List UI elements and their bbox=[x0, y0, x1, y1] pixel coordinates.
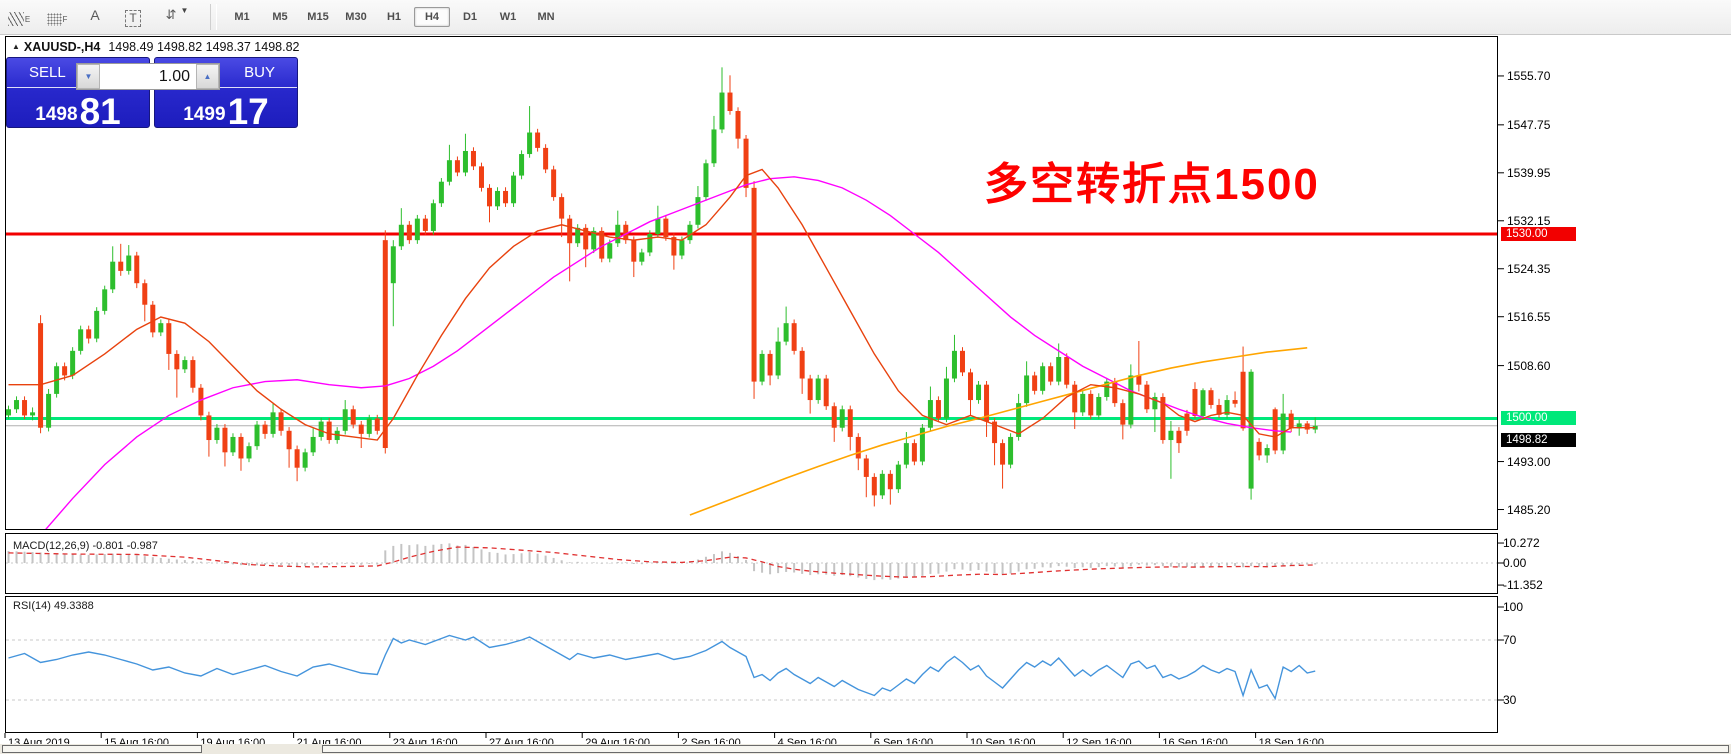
line-studies-sub: E bbox=[24, 15, 31, 24]
tf-button-H1[interactable]: H1 bbox=[386, 11, 402, 23]
price-axis-label: 1555.70 bbox=[1507, 68, 1551, 83]
one-click-trading-panel: SELL 1498 81 BUY 1499 17 ▼ ▲ bbox=[6, 57, 298, 131]
tf-button-M5[interactable]: M5 bbox=[272, 11, 288, 23]
price-axis-label: 1524.35 bbox=[1507, 261, 1551, 276]
price-axis-label: 1516.55 bbox=[1507, 309, 1551, 324]
candles-layer bbox=[6, 67, 1497, 529]
tf-button-MN[interactable]: MN bbox=[537, 11, 555, 23]
price-axis-label: 1547.75 bbox=[1507, 117, 1551, 132]
window-tab-strip bbox=[0, 744, 1731, 754]
sell-price-big: 81 bbox=[79, 91, 121, 132]
price-axis-label: 1508.60 bbox=[1507, 358, 1551, 373]
macd-layer bbox=[6, 543, 1497, 581]
chart-annotation-text: 多空转折点1500 bbox=[984, 160, 1320, 209]
tf-button-W1[interactable]: W1 bbox=[499, 11, 517, 23]
symbol-name: XAUUSD-,H4 bbox=[23, 40, 101, 54]
buy-price: 1499 17 bbox=[155, 88, 297, 131]
support-price-badge: 1500.00 bbox=[1501, 411, 1576, 425]
price-axis-label: 1485.20 bbox=[1507, 502, 1551, 517]
grid-icon[interactable]: F bbox=[41, 3, 73, 31]
tf-button-M15[interactable]: M15 bbox=[307, 11, 329, 23]
volume-input[interactable] bbox=[100, 64, 196, 89]
buy-price-small: 1499 bbox=[183, 104, 226, 125]
symbol-ohlc-line: ▲ XAUUSD-,H4 1498.49 1498.82 1498.37 1498.… bbox=[12, 40, 299, 54]
window-tab[interactable] bbox=[2, 745, 202, 753]
macd-label: MACD(12,26,9) -0.801 -0.987 bbox=[13, 540, 158, 552]
buy-price-big: 17 bbox=[227, 91, 269, 132]
rsi-label: RSI(14) 49.3388 bbox=[13, 600, 94, 612]
rsi-axis-label: 100 bbox=[1503, 600, 1524, 614]
macd-axis-label: -11.352 bbox=[1503, 578, 1543, 593]
grid-sub: F bbox=[62, 15, 68, 24]
sell-price-small: 1498 bbox=[35, 104, 78, 125]
volume-increase-button[interactable]: ▲ bbox=[196, 64, 219, 89]
cursor-mode-icon[interactable]: ⇵ ▼ bbox=[155, 3, 201, 31]
tf-button-M1[interactable]: M1 bbox=[234, 11, 250, 23]
volume-decrease-button[interactable]: ▼ bbox=[77, 64, 100, 89]
tf-button-D1[interactable]: D1 bbox=[462, 11, 478, 23]
timeframe-group: M1 M5 M15 M30 H1 H4 D1 W1 MN bbox=[223, 7, 565, 27]
tf-button-M30[interactable]: M30 bbox=[345, 11, 367, 23]
sell-price: 1498 81 bbox=[7, 88, 149, 131]
price-axis-label: 1539.95 bbox=[1507, 165, 1551, 180]
rsi-axis-label: 70 bbox=[1503, 633, 1517, 647]
resistance-price-badge: 1530.00 bbox=[1501, 226, 1576, 241]
ohlc-values: 1498.49 1498.82 1498.37 1498.82 bbox=[108, 40, 300, 54]
toolbar-separator bbox=[210, 4, 217, 30]
text-label-icon[interactable]: A bbox=[90, 7, 100, 23]
template-icon[interactable]: T bbox=[117, 3, 149, 31]
tf-button-H4[interactable]: H4 bbox=[414, 7, 450, 27]
rsi-layer bbox=[6, 634, 1497, 701]
volume-stepper: ▼ ▲ bbox=[76, 63, 220, 90]
grid-glyph bbox=[46, 13, 62, 26]
axis-ticks bbox=[4, 75, 1504, 738]
buy-button[interactable]: BUY bbox=[155, 58, 297, 88]
price-axis-label: 1532.15 bbox=[1507, 213, 1551, 228]
collapse-arrow-icon[interactable]: ▲ bbox=[12, 42, 20, 51]
macd-axis-label: 0.00 bbox=[1503, 556, 1527, 570]
macd-axis-label: 10.272 bbox=[1503, 536, 1540, 551]
price-axis-label: 1493.00 bbox=[1507, 454, 1551, 469]
toolbar: E F A T ⇵ ▼ M1 M5 M15 M30 H1 H4 D1 W1 MN bbox=[0, 0, 1731, 35]
window-tab[interactable] bbox=[322, 745, 1729, 753]
rsi-axis-label: 30 bbox=[1503, 693, 1517, 707]
current-price-badge: 1498.82 bbox=[1501, 433, 1576, 448]
chevron-down-icon[interactable]: ▼ bbox=[180, 6, 189, 15]
line-studies-glyph bbox=[7, 12, 24, 26]
line-studies-icon[interactable]: E bbox=[3, 3, 35, 31]
